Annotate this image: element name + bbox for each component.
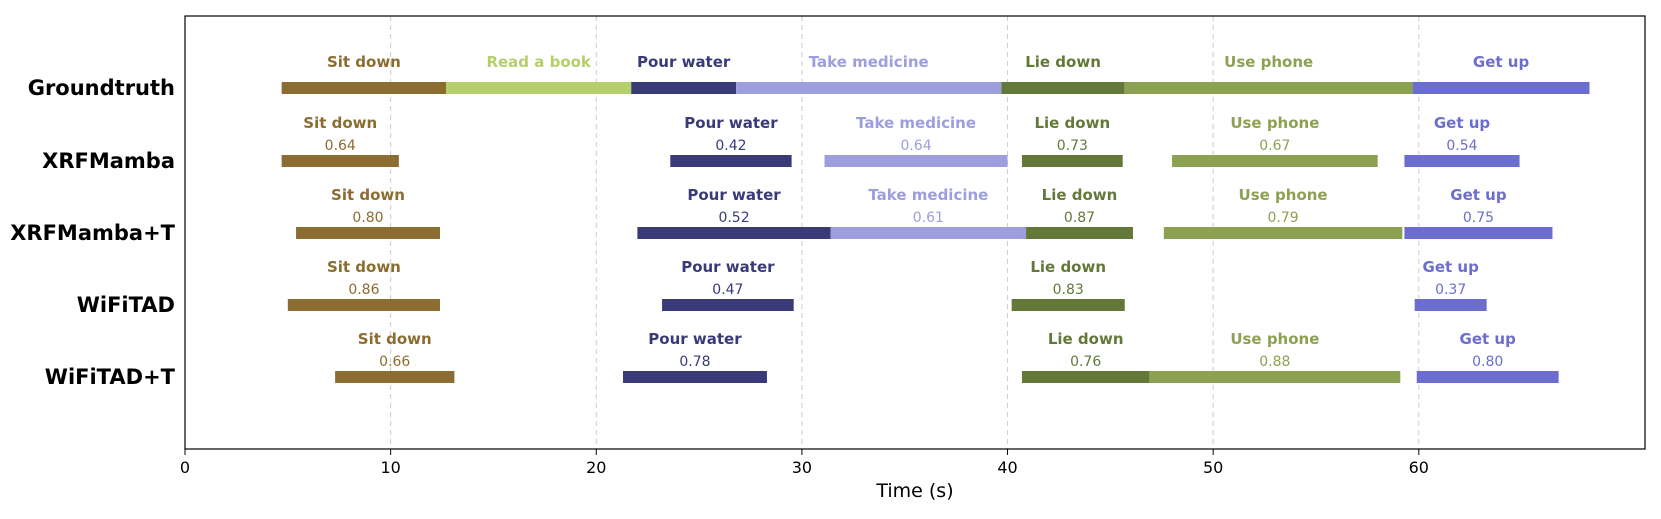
segment-bar [281, 155, 399, 167]
segment-score: 0.67 [1259, 138, 1290, 154]
segment-score: 0.87 [1064, 210, 1095, 226]
segment-score: 0.66 [379, 354, 410, 370]
segment-bar [637, 227, 831, 239]
segment-label: Pour water [648, 330, 742, 348]
segment-label: Get up [1450, 186, 1507, 204]
segment-bar [335, 371, 455, 383]
segment-bar [281, 82, 447, 94]
row-label: XRFMamba [42, 149, 175, 173]
segment-label: Lie down [1048, 330, 1124, 348]
plot-frame [184, 15, 1646, 450]
row-label: XRFMamba+T [10, 221, 175, 245]
segment-label: Read a book [486, 53, 591, 71]
x-tick-label: 40 [997, 458, 1017, 477]
segment-bar [631, 82, 737, 94]
segment-bar [1416, 371, 1559, 383]
segment-label: Pour water [684, 114, 778, 132]
segment-label: Sit down [327, 53, 401, 71]
segment-score: 0.61 [913, 210, 944, 226]
segment-bar [446, 82, 632, 94]
x-tick-label: 30 [792, 458, 812, 477]
segment-label: Use phone [1224, 53, 1313, 71]
segment-bars [281, 82, 1590, 383]
segment-label: Get up [1473, 53, 1530, 71]
segment-label: Take medicine [856, 114, 976, 132]
segment-label: Take medicine [809, 53, 929, 71]
segment-bar [287, 299, 440, 311]
segment-score: 0.64 [900, 138, 931, 154]
segment-label: Lie down [1030, 258, 1106, 276]
segment-label: Use phone [1230, 114, 1319, 132]
segment-label: Pour water [687, 186, 781, 204]
segment-label: Get up [1460, 330, 1517, 348]
segment-bar [670, 155, 792, 167]
segment-bar [662, 299, 794, 311]
segment-score: 0.75 [1463, 210, 1494, 226]
segment-bar [1163, 227, 1403, 239]
x-tick-label: 0 [180, 458, 190, 477]
segment-label: Get up [1434, 114, 1491, 132]
segment-bar [623, 371, 767, 383]
row-label: Groundtruth [28, 76, 175, 100]
segment-label: Lie down [1042, 186, 1118, 204]
segment-score: 0.42 [715, 138, 746, 154]
x-tick-label: 50 [1203, 458, 1223, 477]
segment-bar [1001, 82, 1125, 94]
segment-label: Lie down [1034, 114, 1110, 132]
x-tick-label: 60 [1409, 458, 1429, 477]
x-tick-label: 20 [586, 458, 606, 477]
segment-score: 0.54 [1446, 138, 1477, 154]
segment-label: Sit down [358, 330, 432, 348]
segment-score: 0.79 [1267, 210, 1298, 226]
segment-bar [1021, 371, 1150, 383]
segment-label: Take medicine [868, 186, 988, 204]
segment-bar [1404, 227, 1553, 239]
segment-label: Use phone [1239, 186, 1328, 204]
segment-label: Lie down [1025, 53, 1101, 71]
segment-score: 0.73 [1057, 138, 1088, 154]
segment-bar [1026, 227, 1133, 239]
segment-label: Sit down [331, 186, 405, 204]
segment-label: Use phone [1230, 330, 1319, 348]
segment-label: Get up [1423, 258, 1480, 276]
segment-score: 0.83 [1053, 282, 1084, 298]
segment-score: 0.76 [1070, 354, 1101, 370]
row-label: WiFiTAD [77, 293, 175, 317]
segment-bar [1412, 82, 1590, 94]
segment-score: 0.88 [1259, 354, 1290, 370]
segment-score: 0.80 [352, 210, 383, 226]
segment-bar [1414, 299, 1487, 311]
segment-bar [736, 82, 1002, 94]
segment-score: 0.52 [718, 210, 749, 226]
segment-bar [1021, 155, 1123, 167]
segment-bar [1404, 155, 1520, 167]
segment-score: 0.47 [712, 282, 743, 298]
segment-label: Pour water [637, 53, 731, 71]
segment-label: Sit down [303, 114, 377, 132]
segment-label: Pour water [681, 258, 775, 276]
segment-score: 0.37 [1435, 282, 1466, 298]
segment-bar [1172, 155, 1378, 167]
segment-score: 0.78 [679, 354, 710, 370]
segment-score: 0.86 [348, 282, 379, 298]
segment-score: 0.80 [1472, 354, 1503, 370]
segment-score: 0.64 [325, 138, 356, 154]
segment-bar [824, 155, 1008, 167]
segment-bar [1124, 82, 1413, 94]
segment-bar [1149, 371, 1401, 383]
row-label: WiFiTAD+T [45, 365, 176, 389]
x-axis-title: Time (s) [875, 480, 953, 502]
x-tick-label: 10 [380, 458, 400, 477]
segment-bar [830, 227, 1027, 239]
row-labels: Groundtruth XRFMamba XRFMamba+T WiFiTAD WiFi… [10, 76, 175, 389]
x-axis-ticks: 0 10 20 30 40 50 60 [180, 449, 1429, 477]
segment-labels: Sit down Read a book Pour water Take medici… [303, 53, 1529, 370]
segment-label: Sit down [327, 258, 401, 276]
segment-bar [1011, 299, 1125, 311]
segment-bar [296, 227, 440, 239]
